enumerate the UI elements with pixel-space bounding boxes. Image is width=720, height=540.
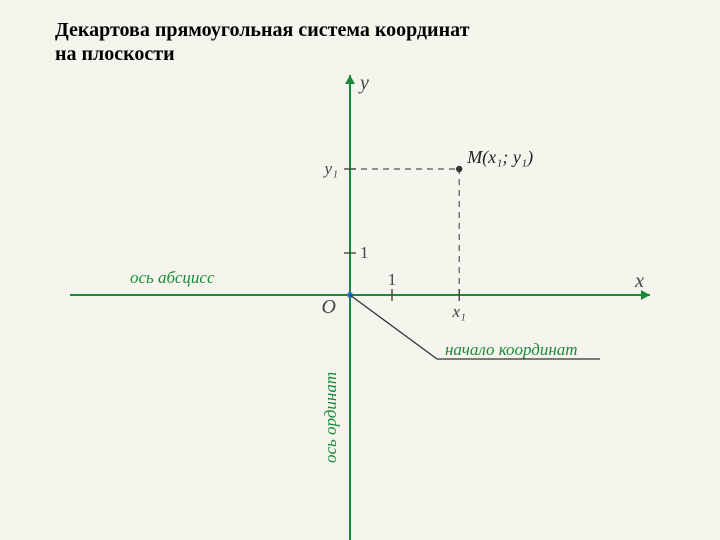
x-unit-label: 1: [388, 270, 397, 289]
y-axis-label: y: [358, 72, 369, 94]
origin-name: начало координат: [445, 340, 578, 359]
coordinate-system-diagram: x y O 11 x₁ y₁ M(x₁; y₁) ось абсцисс ось ординат…: [0, 0, 720, 540]
y-axis-name: ось ординат: [321, 372, 340, 463]
title-line2: на плоскости: [55, 43, 175, 65]
slide: Декартова прямоугольная система координа…: [0, 0, 720, 540]
slide-title: Декартова прямоугольная система координа…: [55, 18, 469, 66]
y1-label: y₁: [323, 159, 338, 178]
x-axis-name: ось абсцисс: [130, 268, 215, 287]
x1-label: x₁: [451, 302, 465, 321]
x-axis-label: x: [634, 270, 644, 292]
y-unit-label: 1: [360, 243, 369, 262]
point-m-label: M(x₁; y₁): [466, 147, 533, 168]
origin-label: O: [322, 296, 336, 318]
title-line1: Декартова прямоугольная система координа…: [55, 19, 469, 41]
y-axis-arrow: [345, 75, 355, 84]
point-m: [456, 166, 462, 172]
